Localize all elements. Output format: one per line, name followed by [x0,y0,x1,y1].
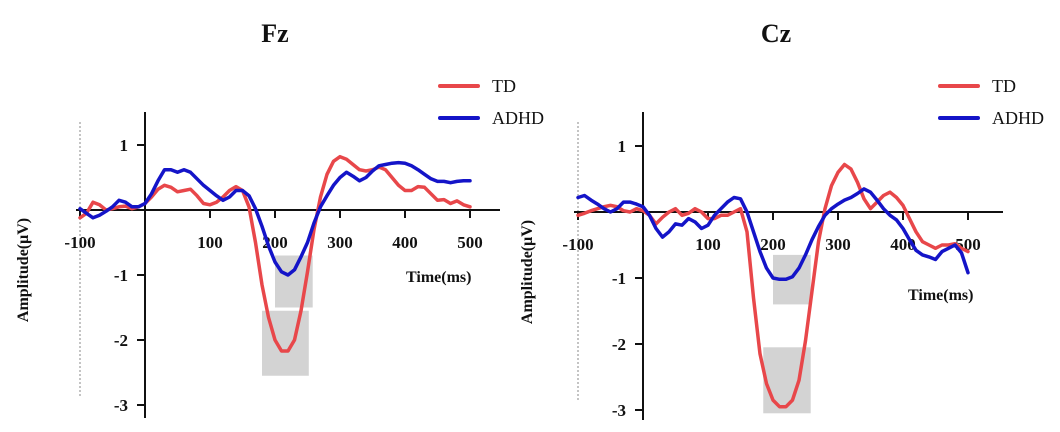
x-tick-label: 400 [392,233,418,252]
y-tick-label: -1 [114,266,128,285]
x-tick-label: 100 [197,233,223,252]
x-axis-label: Time(ms) [406,269,471,286]
x-tick-label: 300 [825,235,851,254]
x-axis-label: Time(ms) [908,287,973,304]
chart-title: Fz [261,19,288,48]
x-tick-label: -100 [562,235,593,254]
series-line-td [576,162,970,409]
y-tick-label: -3 [612,401,626,420]
series-line-adhd [576,187,970,282]
y-axis-label: Amplitude(μV) [519,220,536,324]
x-tick-label: 500 [457,233,483,252]
y-tick-label: -2 [114,331,128,350]
y-tick-label: -1 [612,269,626,288]
x-tick-label: 200 [760,235,786,254]
series-line-adhd [78,160,472,277]
x-tick-label: 300 [327,233,353,252]
legend-label-td: TD [492,76,516,96]
y-tick-label: 1 [618,137,627,156]
chart-panel-cz: -100 100 200 300 400 5001-1-2-3CzTDADHDAmplit… [519,19,1044,420]
legend-label-adhd: ADHD [492,108,544,128]
x-tick-label: -100 [64,233,95,252]
legend-label-adhd: ADHD [992,108,1044,128]
chart-panel-fz: -100 100 200 300 400 5001-1-2-3FzTDADHDAmplit… [15,19,544,418]
legend-label-td: TD [992,76,1016,96]
y-tick-label: 1 [120,136,129,155]
chart-title: Cz [761,19,791,48]
y-tick-label: -3 [114,396,128,415]
y-tick-label: -2 [612,335,626,354]
y-axis-label: Amplitude(μV) [15,218,32,322]
x-tick-label: 100 [695,235,721,254]
